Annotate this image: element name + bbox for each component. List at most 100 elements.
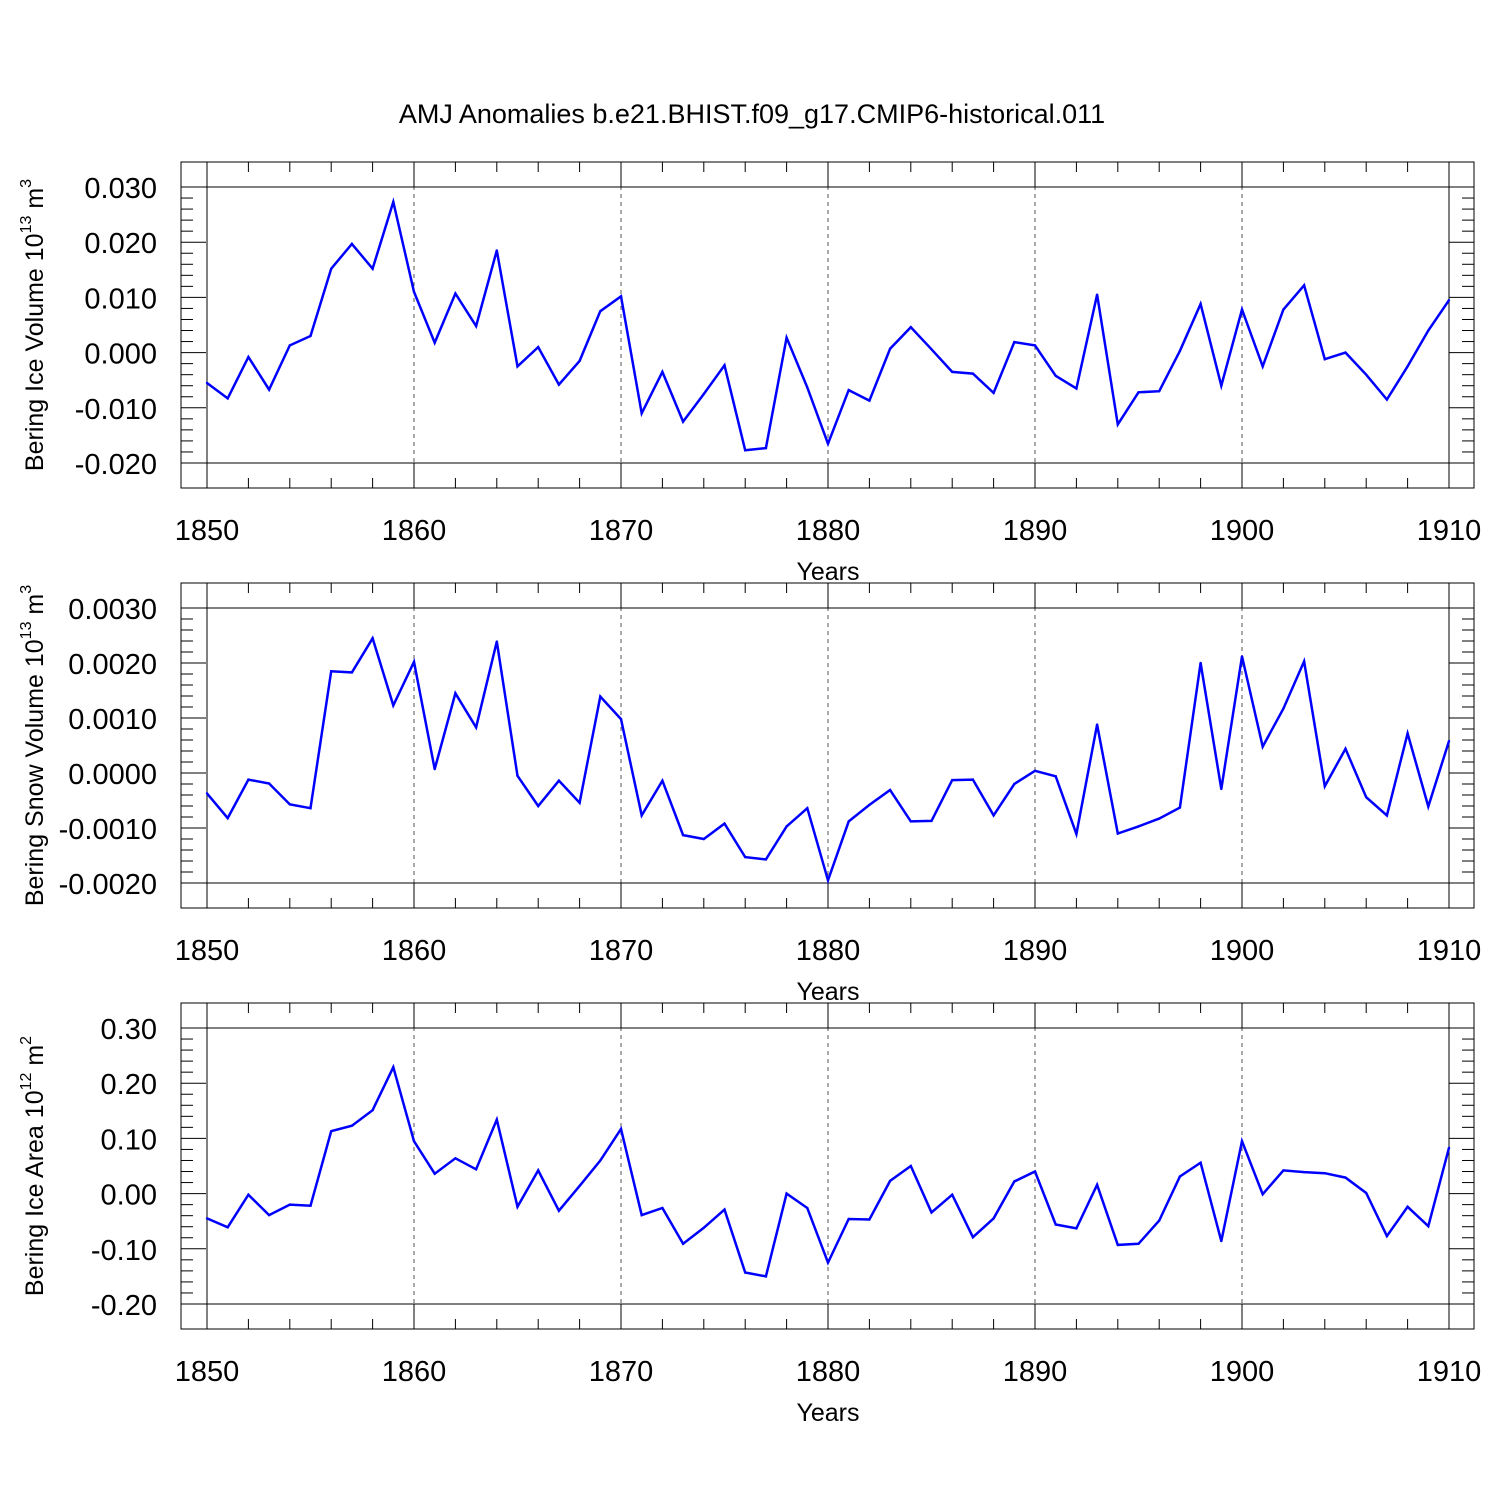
data-point (1075, 387, 1078, 390)
data-point (267, 782, 271, 785)
data-point (847, 1217, 850, 1221)
data-point (1240, 655, 1244, 658)
data-point (1199, 661, 1202, 665)
data-point (992, 814, 995, 817)
data-point (1033, 344, 1037, 347)
data-point (474, 324, 478, 328)
data-point (619, 295, 623, 298)
data-point (826, 1261, 830, 1264)
y-label-superscript: 13 (18, 621, 35, 639)
data-point (785, 336, 788, 339)
data-point (888, 347, 892, 350)
x-axis-label: Years (796, 978, 859, 1006)
x-tick-label: 1910 (1417, 1356, 1482, 1388)
data-point (723, 822, 726, 825)
data-point (1033, 1170, 1037, 1173)
data-point (806, 386, 809, 389)
data-point (1282, 1169, 1285, 1172)
data-point (1365, 373, 1368, 376)
data-point (371, 267, 374, 270)
data-point (971, 372, 975, 375)
y-tick-label: -0.20 (91, 1290, 157, 1322)
data-point (868, 803, 871, 807)
data-point (578, 359, 581, 363)
data-point (1178, 1175, 1182, 1178)
data-point (930, 1211, 933, 1214)
y-label-text: m (21, 594, 49, 622)
data-point (681, 833, 685, 837)
data-point (1054, 775, 1057, 778)
data-point (495, 1118, 498, 1121)
data-point (723, 364, 726, 367)
data-point (971, 1236, 975, 1239)
y-label-text: Bering Snow Volume 10 (21, 639, 49, 906)
data-point (288, 803, 291, 806)
data-point (1137, 1242, 1140, 1246)
x-tick-label: 1880 (796, 935, 861, 967)
x-tick-label: 1850 (175, 515, 240, 547)
data-point (1447, 298, 1451, 302)
data-point (847, 820, 850, 823)
x-tick-label: 1850 (175, 1356, 240, 1388)
data-point (1261, 745, 1264, 748)
data-point (1033, 769, 1037, 772)
x-tick-label: 1870 (589, 935, 654, 967)
data-point (309, 1204, 312, 1207)
data-point (599, 1159, 602, 1162)
x-tick-label: 1870 (589, 515, 654, 547)
x-tick-label: 1910 (1417, 935, 1482, 967)
data-point (640, 412, 643, 415)
data-point (247, 355, 250, 359)
data-point (433, 1172, 436, 1175)
data-point (868, 399, 871, 402)
x-tick-label: 1880 (796, 1356, 861, 1388)
data-point (309, 334, 312, 338)
data-point (412, 660, 416, 664)
data-point (1116, 832, 1120, 835)
data-point (785, 1192, 788, 1195)
data-point (1075, 832, 1078, 836)
data-point (1323, 358, 1327, 361)
data-point (1406, 1205, 1409, 1209)
data-point (330, 267, 333, 270)
data-point (557, 779, 561, 782)
data-point (1447, 739, 1451, 743)
data-point (537, 1169, 540, 1172)
data-point (888, 1179, 892, 1183)
x-tick-label: 1860 (382, 1356, 447, 1388)
x-tick-label: 1910 (1417, 515, 1482, 547)
data-point (1406, 732, 1409, 735)
y-tick-label: 0.0020 (68, 649, 157, 681)
data-point (1385, 398, 1389, 401)
data-point (309, 807, 312, 810)
data-point (971, 778, 975, 781)
data-point (702, 1226, 705, 1230)
data-point (1282, 707, 1285, 710)
data-point (412, 290, 416, 294)
y-label-superscript: 3 (18, 585, 35, 594)
y-axis-label: Bering Snow Volume 1013 m3 (18, 585, 49, 906)
data-point (1323, 785, 1327, 788)
y-tick-label: 0.30 (101, 1014, 157, 1046)
x-tick-label: 1890 (1003, 1356, 1068, 1388)
data-point (1013, 340, 1016, 344)
y-label-superscript: 2 (18, 1036, 35, 1045)
data-point (371, 1109, 374, 1112)
y-axis-label: Bering Ice Area 1012 m2 (18, 1036, 49, 1296)
y-tick-label: 0.020 (84, 228, 157, 260)
data-point (516, 1205, 519, 1209)
x-axis-label: Years (796, 558, 859, 586)
data-point (599, 310, 602, 313)
data-point (1385, 814, 1389, 817)
data-point (330, 670, 333, 673)
y-tick-label: 0.0010 (68, 704, 157, 736)
data-point (702, 392, 705, 396)
data-point (350, 242, 354, 246)
data-point (537, 804, 540, 808)
y-tick-label: 0.10 (101, 1124, 157, 1156)
data-point (267, 1213, 271, 1217)
x-tick-label: 1900 (1210, 1356, 1275, 1388)
data-point (557, 383, 561, 386)
data-point (1302, 1170, 1306, 1174)
data-point (205, 381, 209, 385)
